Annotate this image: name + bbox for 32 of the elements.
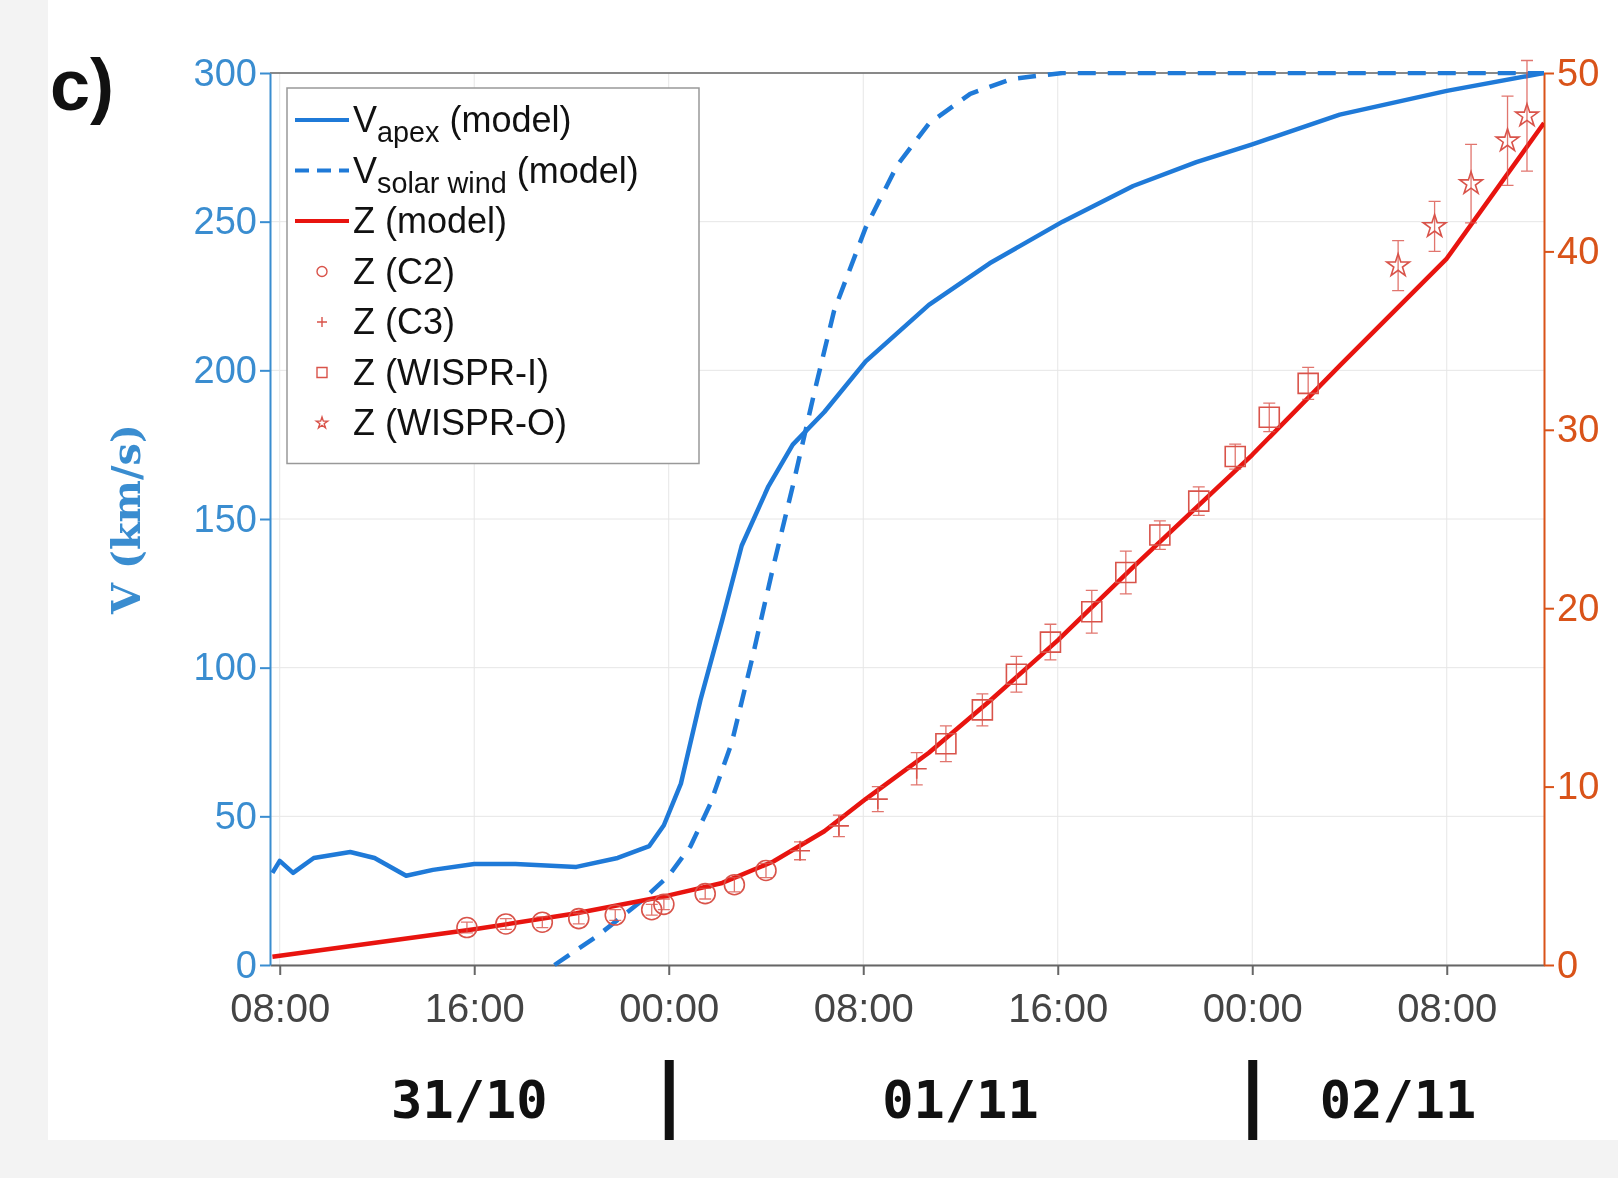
legend-label: Z (WISPR-O) [353, 402, 567, 443]
y-tick-label: 250 [193, 200, 257, 243]
text: 31/10 [391, 1070, 548, 1130]
text: 02/11 [1319, 1070, 1477, 1130]
x-tick-label: 16:00 [1008, 986, 1109, 1030]
y-axis-title: V (km/s) [102, 424, 149, 615]
y2-tick-label: 10 [1557, 765, 1600, 808]
legend-label: V$_{apex}$ (model) [353, 99, 572, 149]
y-tick-label: 0 [235, 943, 257, 986]
y-tick-label: 200 [193, 348, 257, 391]
y2-tick-label: 0 [1557, 943, 1579, 986]
legend-label: Z (model) [353, 200, 508, 241]
y-tick-label: 150 [193, 497, 257, 540]
x-tick-label: 08:00 [1397, 986, 1498, 1030]
y2-tick-label: 30 [1557, 408, 1600, 451]
legend-label: Z (C3) [353, 301, 455, 342]
y2-tick-label: 50 [1557, 51, 1600, 94]
y2-tick-label: 40 [1557, 230, 1600, 273]
y-tick-label: 50 [214, 794, 257, 837]
text: 01/11 [882, 1070, 1039, 1130]
y2-tick-label: 20 [1557, 586, 1600, 629]
y-tick-label: 300 [193, 51, 257, 94]
x-tick-label: 00:00 [619, 986, 720, 1030]
chart-title: c) [50, 45, 115, 125]
legend-label: Z (WISPR-I) [353, 351, 549, 393]
legend-label: V$_{solar wind}$ (model) [353, 149, 639, 199]
y-tick-label: 100 [193, 646, 257, 689]
x-tick-label: 08:00 [230, 986, 331, 1030]
legend-label: Z (C2) [353, 250, 455, 292]
x-tick-label: 00:00 [1202, 986, 1303, 1030]
x-tick-label: 08:00 [813, 986, 914, 1030]
x-tick-label: 16:00 [424, 986, 525, 1030]
